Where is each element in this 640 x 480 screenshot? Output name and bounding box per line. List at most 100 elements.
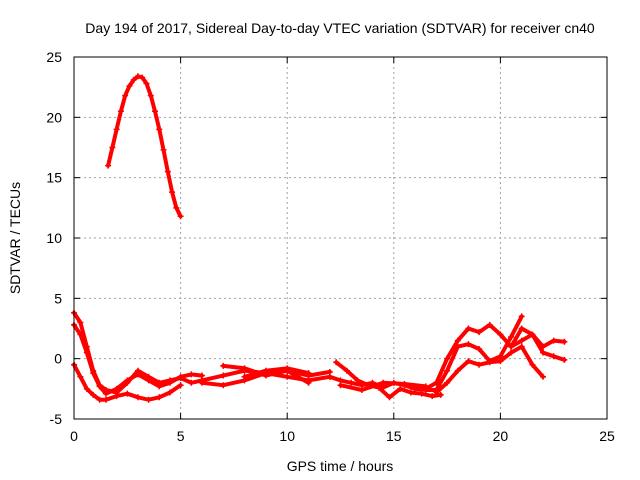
data-point (358, 387, 365, 394)
series-line (72, 310, 204, 395)
data-point (497, 358, 504, 365)
x-tick-label: 25 (599, 428, 615, 444)
data-point (508, 349, 515, 356)
data-point (444, 379, 451, 386)
data-point (126, 82, 133, 89)
y-tick-label: 20 (46, 109, 62, 125)
data-point (518, 313, 525, 320)
axis-ticks: 0 5 10 15 20 25 -5 0 5 10 15 20 25 (46, 49, 615, 444)
data-point (96, 396, 103, 403)
data-point (134, 371, 141, 378)
data-point (465, 358, 472, 365)
y-tick-label: 10 (46, 230, 62, 246)
data-point (465, 325, 472, 332)
data-point (77, 319, 84, 326)
data-series (71, 73, 568, 403)
data-point (550, 353, 557, 360)
data-point (164, 168, 171, 175)
data-point (156, 394, 163, 401)
data-point (561, 338, 568, 345)
data-point (124, 390, 131, 397)
data-point (486, 359, 493, 366)
data-point (143, 80, 150, 87)
data-point (134, 73, 141, 80)
y-tick-label: 25 (46, 49, 62, 65)
data-point (156, 383, 163, 390)
data-point (444, 367, 451, 374)
data-point (476, 346, 483, 353)
grid (74, 57, 607, 419)
data-point (139, 74, 146, 81)
data-point (476, 329, 483, 336)
data-point (220, 372, 227, 379)
data-point (83, 349, 90, 356)
x-tick-label: 15 (386, 428, 402, 444)
data-point (241, 365, 248, 372)
data-point (177, 382, 184, 389)
data-point (550, 337, 557, 344)
data-point (169, 189, 176, 196)
data-point (173, 204, 180, 211)
data-point (262, 367, 269, 374)
data-point (102, 396, 109, 403)
data-point (134, 394, 141, 401)
series-line (423, 322, 567, 391)
data-point (454, 367, 461, 374)
data-point (454, 343, 461, 350)
data-point (343, 367, 350, 374)
data-point (220, 362, 227, 369)
data-point (518, 337, 525, 344)
data-point (337, 382, 344, 389)
data-point (397, 385, 404, 392)
data-point (166, 389, 173, 396)
series-arc-2 (71, 309, 205, 396)
data-point (407, 389, 414, 396)
data-point (113, 126, 120, 133)
series-arc-3 (71, 321, 205, 397)
data-point (90, 391, 97, 398)
data-point (486, 321, 493, 328)
data-point (333, 359, 340, 366)
data-point (540, 349, 547, 356)
data-point (90, 370, 97, 377)
data-point (145, 377, 152, 384)
data-point (540, 373, 547, 380)
data-point (444, 355, 451, 362)
x-tick-label: 0 (70, 428, 78, 444)
data-point (437, 391, 444, 398)
data-point (177, 213, 184, 220)
data-point (109, 144, 116, 151)
data-point (348, 379, 355, 386)
data-point (561, 356, 568, 363)
data-point (113, 385, 120, 392)
series-line (106, 74, 183, 219)
data-point (497, 331, 504, 338)
data-point (454, 337, 461, 344)
chart-title: Day 194 of 2017, Sidereal Day-to-day VTE… (85, 20, 595, 36)
series-arc-8 (241, 365, 312, 380)
data-point (418, 390, 425, 397)
series-line (72, 322, 204, 396)
y-axis-label: SDTVAR / TECUs (7, 182, 23, 294)
data-point (433, 389, 440, 396)
data-point (465, 341, 472, 348)
data-point (326, 373, 333, 380)
y-tick-label: -5 (50, 411, 63, 427)
series-arc-14 (433, 343, 547, 396)
series-arc-15 (508, 325, 568, 363)
series-line (242, 366, 311, 379)
data-point (122, 92, 129, 99)
data-point (145, 396, 152, 403)
series-arc-1 (105, 73, 184, 220)
y-tick-label: 0 (54, 351, 62, 367)
data-point (96, 383, 103, 390)
data-point (117, 108, 124, 115)
data-point (518, 325, 525, 332)
data-point (156, 126, 163, 133)
data-point (124, 377, 131, 384)
data-point (188, 379, 195, 386)
data-point (241, 373, 248, 380)
data-point (476, 361, 483, 368)
data-point (284, 373, 291, 380)
